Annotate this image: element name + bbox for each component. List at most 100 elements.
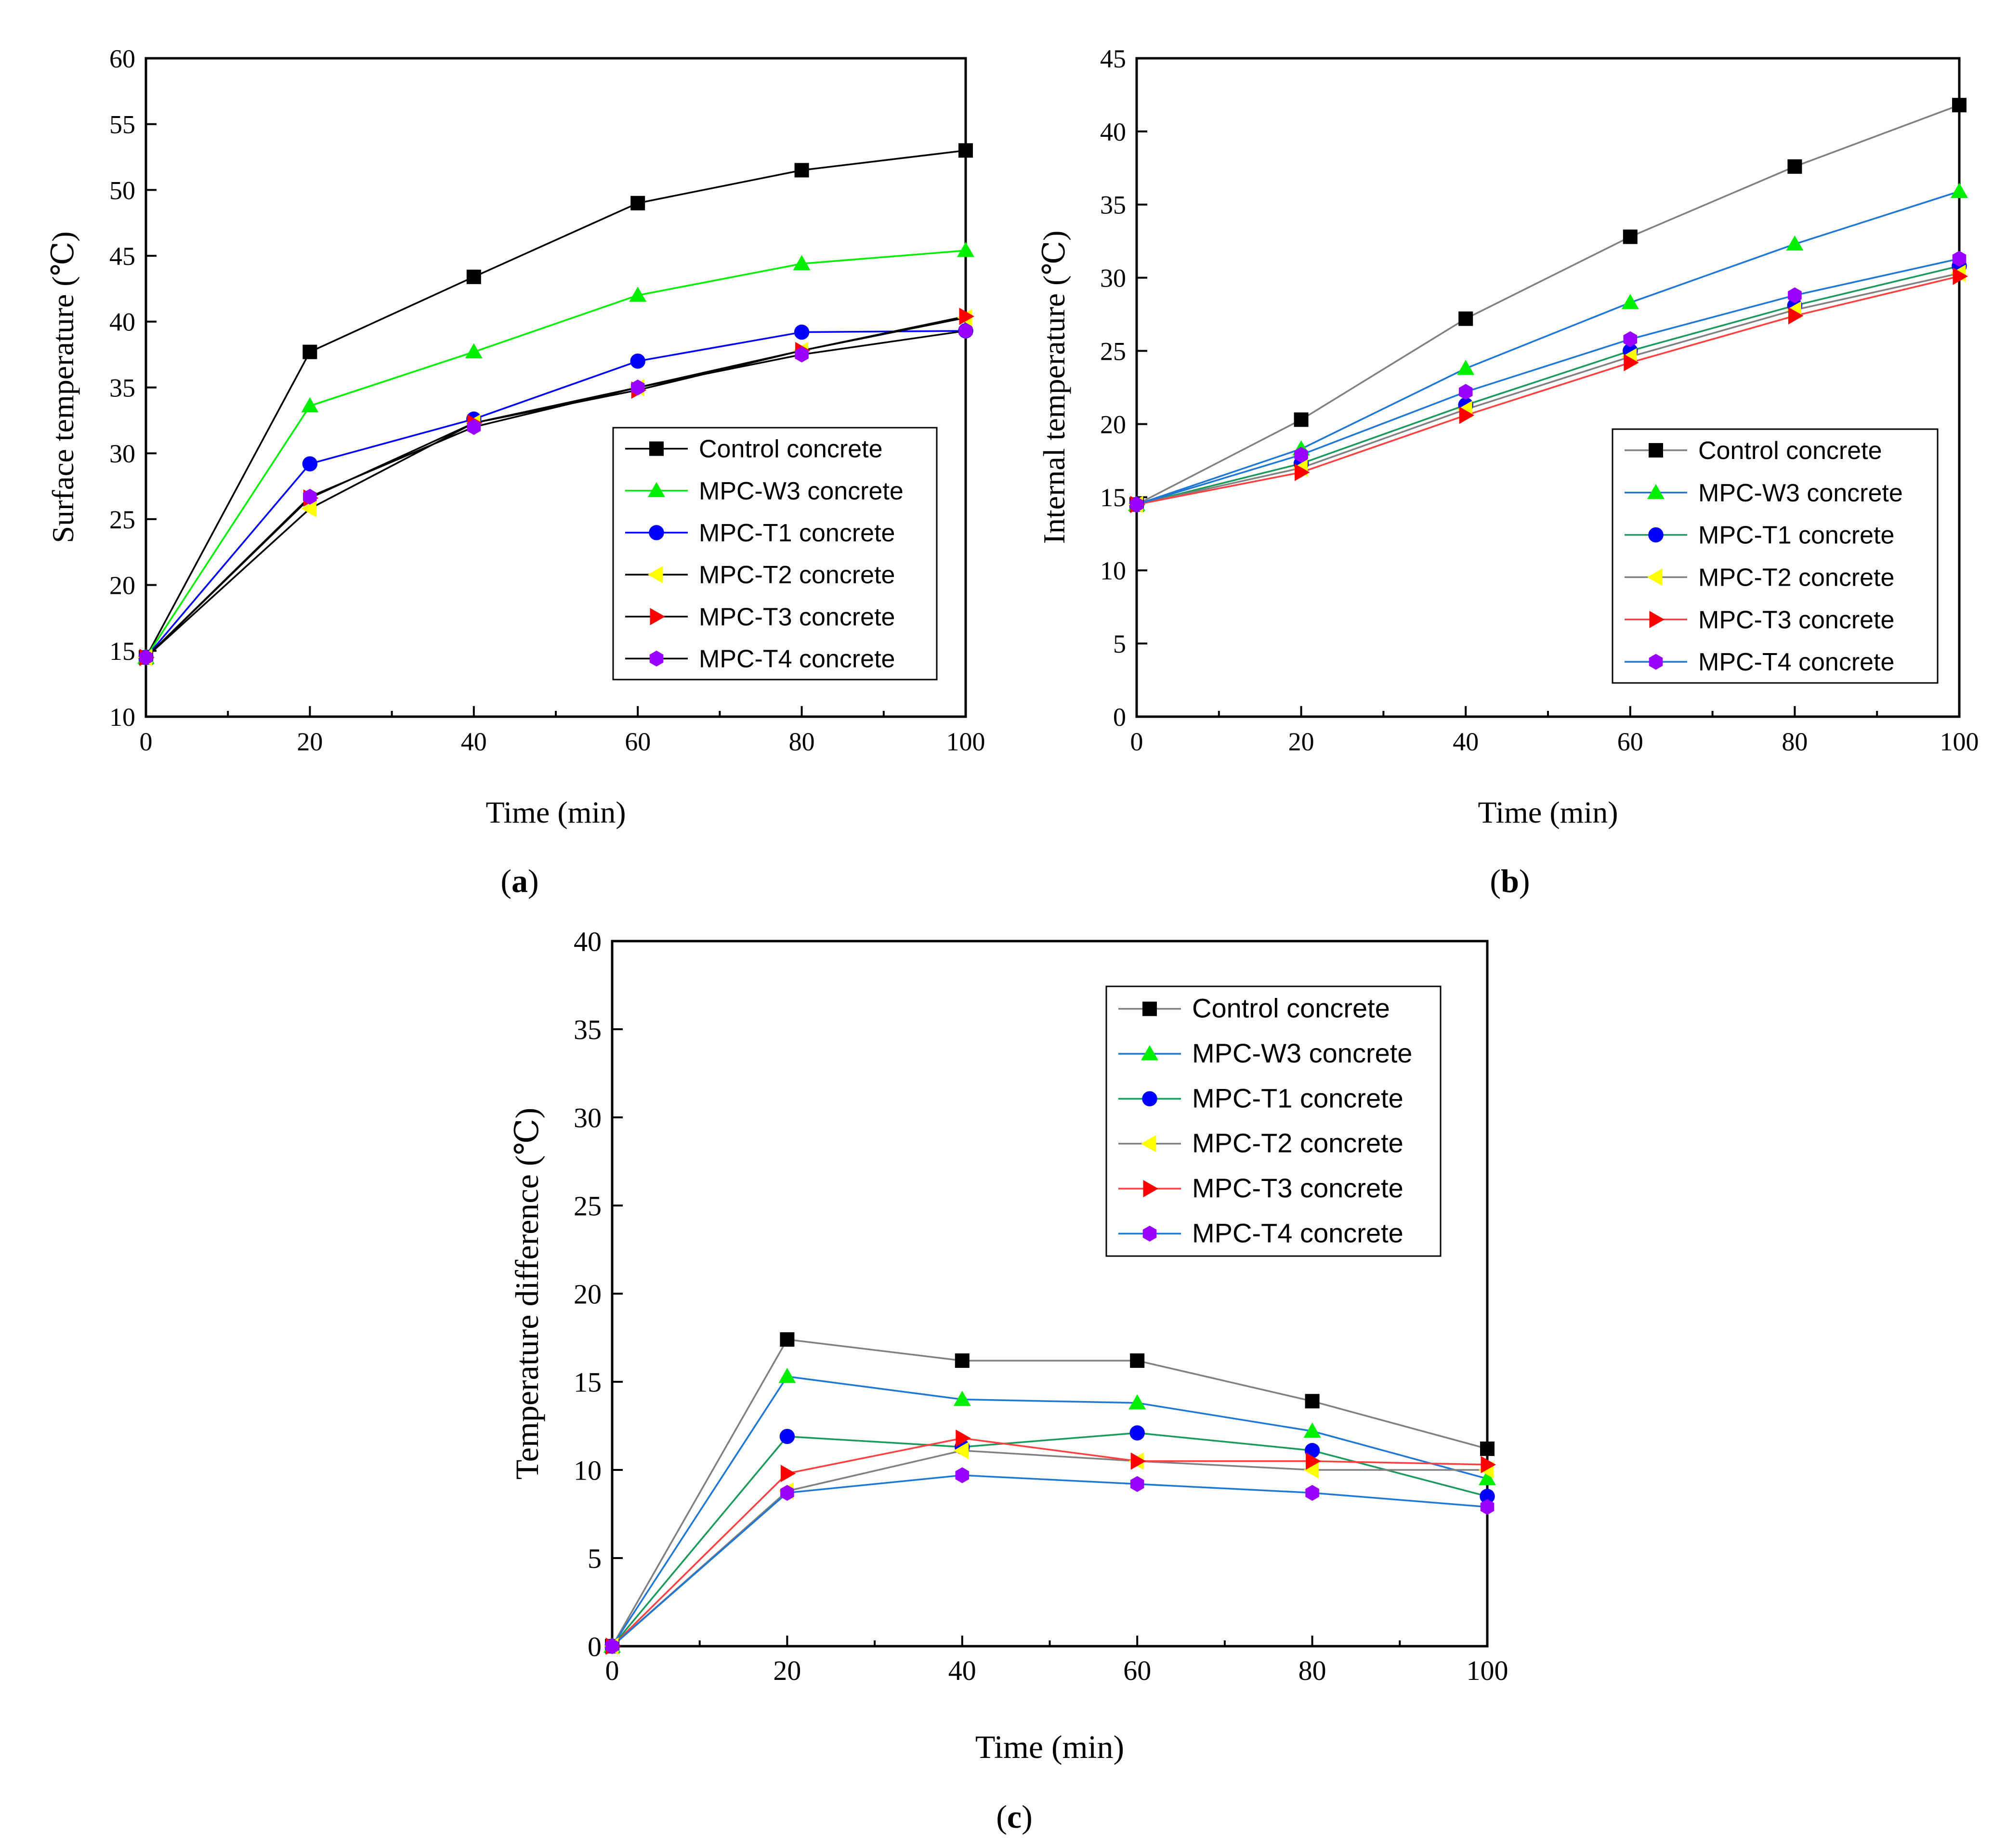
legend-marker-3: [649, 525, 664, 540]
x-tick-label: 20: [773, 1655, 801, 1686]
y-tick-label: 5: [1113, 629, 1126, 658]
legend-marker-2: [648, 482, 665, 498]
data-point-s2-5: [957, 242, 974, 257]
data-point-s6-3: [630, 380, 645, 395]
data-point-s6-5: [1480, 1499, 1495, 1515]
data-point-s1-5: [1952, 98, 1967, 113]
legend-label-3: MPC-T1 concrete: [699, 519, 895, 547]
y-tick-label: 10: [109, 703, 135, 732]
x-axis-label: Time (min): [486, 795, 626, 829]
legend-label-4: MPC-T2 concrete: [699, 561, 895, 589]
data-point-s5-3: [1130, 1452, 1146, 1470]
data-point-s6-1: [780, 1485, 794, 1501]
y-tick-label: 40: [109, 308, 135, 337]
x-tick-label: 0: [1130, 727, 1143, 756]
y-axis-label: Temperature difference (℃): [509, 1108, 545, 1480]
series-line-1: [145, 149, 966, 658]
x-tick-label: 80: [1298, 1655, 1326, 1686]
legend-box: [1612, 428, 1939, 684]
panel-label-open: (: [996, 1798, 1007, 1835]
y-tick-label: 40: [574, 926, 602, 957]
data-point-s2-2: [1457, 360, 1475, 375]
data-point-s5-3: [1624, 354, 1639, 371]
chart-panel-c: 0 20 40 60 80 100 0 5 10 15 20 25 30 35 40 Time (min) Te…: [509, 926, 1508, 1835]
x-tick-label: 20: [297, 727, 323, 756]
panel-label-letter: c: [1007, 1798, 1022, 1835]
legend-label-2: MPC-W3 concrete: [1192, 1038, 1412, 1068]
y-tick-label: 10: [574, 1455, 602, 1486]
legend-marker-5: [1649, 611, 1665, 629]
data-point-s5-4: [1306, 1452, 1321, 1470]
data-point-s6-4: [795, 346, 809, 363]
legend-label-1: Control concrete: [699, 435, 883, 463]
data-point-s2-3: [1621, 294, 1639, 309]
y-tick-label: 35: [109, 373, 135, 402]
legend-label-4: MPC-T2 concrete: [1192, 1128, 1403, 1158]
y-tick-label: 35: [1100, 191, 1126, 220]
panel-label-close: ): [528, 863, 539, 899]
y-tick-label: 5: [588, 1543, 602, 1574]
y-tick-label: 55: [109, 110, 135, 139]
legend-label-6: MPC-T4 concrete: [1192, 1218, 1403, 1248]
data-point-s5-4: [1788, 307, 1804, 325]
data-point-s1-1: [780, 1332, 795, 1347]
x-tick-label: 40: [1453, 727, 1479, 756]
legend-marker-4: [1141, 1135, 1156, 1153]
y-tick-label: 50: [109, 176, 135, 205]
legend-label-6: MPC-T4 concrete: [699, 645, 895, 673]
panel-label: (c): [996, 1798, 1033, 1835]
data-point-s5-5: [959, 307, 974, 325]
data-point-s1-1: [1294, 412, 1309, 427]
data-point-s3-5: [1480, 1489, 1495, 1504]
panel-label: (a): [500, 863, 538, 899]
series-line-4: [1136, 272, 1960, 506]
data-point-s4-1: [301, 500, 316, 518]
y-tick-label: 25: [1100, 337, 1126, 366]
legend-label-3: MPC-T1 concrete: [1698, 522, 1894, 550]
data-point-s2-4: [1786, 235, 1804, 251]
legend-label-5: MPC-T3 concrete: [699, 603, 895, 631]
data-point-s6-4: [1788, 287, 1802, 303]
data-point-s2-3: [629, 287, 647, 302]
legend-marker-5: [650, 608, 665, 626]
data-point-s6-2: [1458, 384, 1473, 400]
x-tick-label: 100: [1467, 1655, 1508, 1686]
x-tick-label: 60: [1123, 1655, 1151, 1686]
x-tick-label: 100: [1940, 727, 1979, 756]
y-tick-label: 0: [588, 1631, 602, 1662]
data-point-s2-4: [793, 255, 811, 271]
x-tick-label: 100: [946, 727, 985, 756]
legend-marker-2: [1141, 1045, 1158, 1061]
data-point-s6-0: [605, 1638, 619, 1654]
data-point-s3-3: [630, 354, 645, 369]
data-point-s1-4: [794, 163, 809, 178]
data-point-s2-2: [465, 343, 483, 359]
data-point-s5-5: [1481, 1456, 1496, 1474]
data-point-s2-5: [1479, 1470, 1496, 1485]
series-line-3: [145, 330, 966, 658]
legend-marker-4: [648, 566, 663, 584]
data-point-s3-1: [779, 1429, 795, 1444]
panel-label-open: (: [1490, 863, 1501, 899]
x-axis-label: Time (min): [1478, 795, 1618, 829]
data-point-s5-5: [1953, 267, 1968, 285]
legend-marker-3: [1648, 527, 1664, 543]
series-line-2: [145, 249, 966, 658]
y-axis-label: Surface temperature (℃): [46, 231, 80, 543]
data-point-s1-4: [1305, 1394, 1320, 1409]
data-point-s1-5: [958, 143, 973, 158]
legend-label-1: Control concrete: [1192, 993, 1390, 1023]
legend-label-6: MPC-T4 concrete: [1698, 648, 1894, 676]
data-point-s1-3: [630, 196, 645, 210]
x-tick-label: 40: [948, 1655, 976, 1686]
data-point-s1-3: [1130, 1353, 1145, 1368]
y-tick-label: 25: [109, 505, 135, 534]
x-tick-label: 80: [1782, 727, 1808, 756]
data-point-s1-2: [1458, 311, 1473, 326]
legend-label-5: MPC-T3 concrete: [1192, 1173, 1403, 1203]
x-tick-label: 0: [605, 1655, 619, 1686]
y-tick-label: 35: [574, 1014, 602, 1045]
legend-marker-6: [1142, 1225, 1157, 1242]
series-line-6: [611, 1474, 1488, 1647]
